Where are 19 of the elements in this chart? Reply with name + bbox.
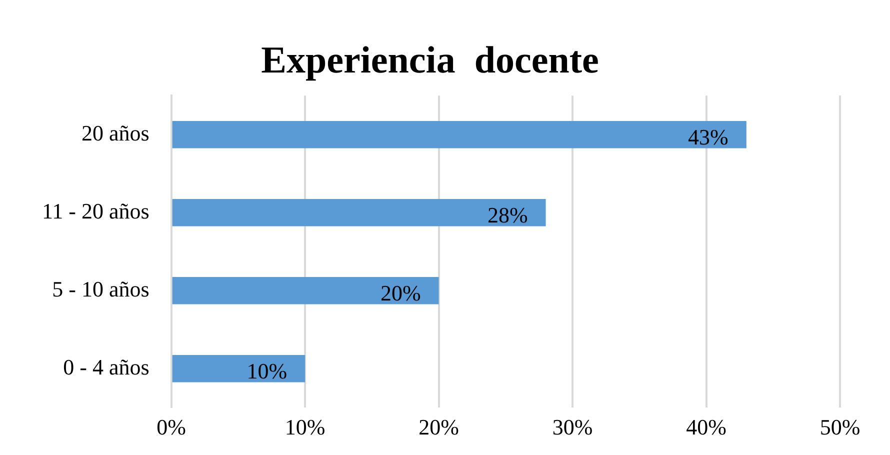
chart-title: Experiencia docente (261, 40, 599, 82)
x-tick-label: 50% (820, 414, 860, 440)
x-tick-label: 20% (418, 414, 459, 440)
x-tick-label: 30% (552, 414, 593, 440)
y-tick-label: 20 años (82, 120, 150, 146)
data-label: 10% (246, 358, 288, 384)
y-tick-label: 0 - 4 años (63, 354, 150, 380)
bar (172, 276, 439, 304)
x-tick-label: 10% (284, 414, 326, 440)
x-tick-label: 40% (686, 414, 726, 440)
bar (172, 198, 546, 226)
data-label: 20% (380, 280, 421, 306)
y-tick-label: 5 - 10 años (52, 276, 150, 302)
y-tick-label: 11 - 20 años (42, 198, 150, 224)
bar (172, 354, 306, 382)
bar (172, 120, 746, 148)
data-label: 43% (688, 124, 728, 150)
x-tick-label: 0% (156, 414, 186, 440)
data-label: 28% (487, 202, 528, 228)
